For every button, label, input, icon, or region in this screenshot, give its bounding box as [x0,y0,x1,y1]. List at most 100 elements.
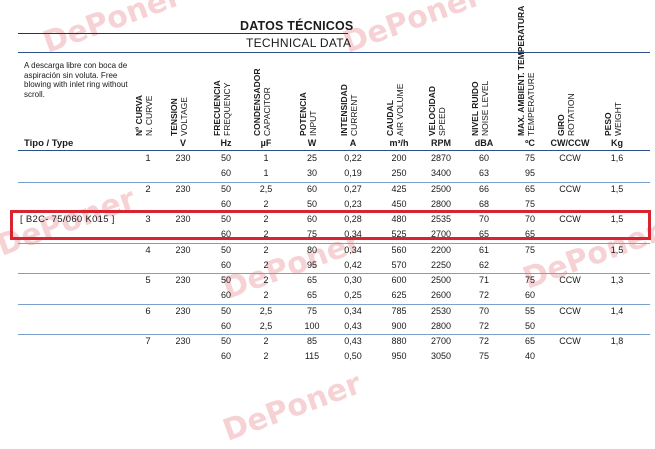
table-cell: 65 [524,183,535,194]
table-cell: 85 [306,336,317,346]
table-cell: 60 [220,168,231,178]
weight-cell: 1,5 [610,214,624,224]
table-cell: 70 [478,214,489,224]
table-cell: 30 [306,168,317,178]
table-cell: 0,22 [344,153,362,163]
table-cell: 0,34 [344,305,362,316]
table-cell: 60 [220,320,231,331]
table-cell: 50 [220,183,231,194]
title-rule [18,33,348,34]
table-cell: 60 [220,351,231,361]
header-divider [18,150,650,151]
group-divider [18,334,650,335]
table-cell: 2 [263,275,269,285]
table-cell: 60 [306,214,317,224]
table-cell: 0,43 [344,320,362,331]
header-rule [18,52,650,53]
table-cell: 425 [391,183,407,194]
rotation-cell: CCW [559,183,581,194]
table-cell: 0,30 [344,275,362,285]
table-cell: 525 [391,229,407,239]
table-cell: 0,25 [344,290,362,300]
table-cell: 950 [391,351,407,361]
weight-cell: 1,8 [610,336,624,346]
table-cell: 60 [220,229,231,239]
table-cell: 2870 [430,153,452,163]
column-unit: Hz [220,138,232,148]
table-cell: 2530 [430,305,452,316]
table-cell: 625 [391,290,407,300]
table-cell: 70 [478,305,489,316]
page-title: DATOS TÉCNICOS [240,19,354,33]
group-divider [18,242,650,244]
page-subtitle: TECHNICAL DATA [246,36,352,50]
column-unit: µF [260,138,272,148]
table-cell: 2,5 [259,320,273,331]
column-header: POTENCIA INPUT [298,92,318,136]
table-cell: 95 [524,168,535,178]
table-cell: 2 [263,244,269,255]
table-cell: 65 [306,275,317,285]
table-cell: 60 [220,259,231,270]
table-cell: 200 [391,153,407,163]
table-cell: 65 [306,290,317,300]
table-cell: 66 [478,183,489,194]
table-cell: 2 [263,214,269,224]
column-header: MAX. AMBIENT. TEMPERATURA TEMPERATURE [516,5,536,136]
weight-cell: 1,3 [610,275,624,285]
table-cell: 2 [263,290,269,300]
table-cell: 2 [263,229,269,239]
table-cell: 115 [304,351,320,361]
table-cell: 95 [306,259,317,270]
group-divider [18,273,650,274]
rotation-cell: CCW [559,214,581,224]
table-cell: 900 [391,320,407,331]
table-cell: 2 [263,198,269,209]
table-cell: 75 [478,351,489,361]
table-note: A descarga libre con boca de aspiración … [24,61,128,99]
column-unit: RPM [431,138,451,148]
column-header: VELOCIDAD SPEED [427,85,447,136]
column-header: CAUDAL AIR VOLUME [385,83,405,136]
curve-number: 5 [145,275,151,286]
group-divider [18,181,650,183]
table-cell: 50 [306,198,317,209]
table-cell: 50 [220,244,231,255]
column-header: TENSION VOLTAGE [169,97,189,136]
curve-number: 3 [145,214,151,225]
table-cell: 2 [263,351,269,361]
table-cell: 2800 [430,320,452,331]
column-header: FRECUENCIA FREQUENCY [212,80,232,136]
table-cell: 50 [220,305,231,316]
table-cell: 60 [306,183,317,194]
table-cell: 75 [524,153,535,163]
table-cell: 63 [478,168,489,178]
weight-cell: 1,5 [610,183,624,194]
column-header: PESO WEIGHT [603,102,623,136]
curve-number: 6 [145,305,151,317]
table-cell: 0,34 [344,229,362,239]
column-unit: A [349,138,357,148]
weight-cell: 1,4 [610,305,624,316]
table-cell: 1 [263,168,269,178]
table-cell: 70 [524,214,535,224]
table-cell: 75 [306,229,317,239]
table-cell: 72 [478,320,489,331]
table-cell: 2535 [430,214,452,224]
table-cell: 2250 [430,259,452,270]
weight-cell: 1,6 [610,153,624,163]
table-cell: 60 [220,290,231,300]
table-cell: 2 [263,259,269,270]
table-cell: 50 [220,336,231,346]
column-unit: Kg [611,138,623,148]
table-cell: 50 [524,320,535,331]
table-cell: 785 [391,305,407,316]
curve-number: 2 [145,183,151,195]
table-cell: 2500 [430,275,452,285]
column-header: INTENSIDAD CURRENT [339,84,359,136]
table-cell: 71 [478,275,489,285]
table-cell: 65 [524,336,535,346]
table-cell: 0,34 [344,244,362,255]
curve-number: 1 [145,153,151,164]
table-cell: 60 [478,153,489,163]
